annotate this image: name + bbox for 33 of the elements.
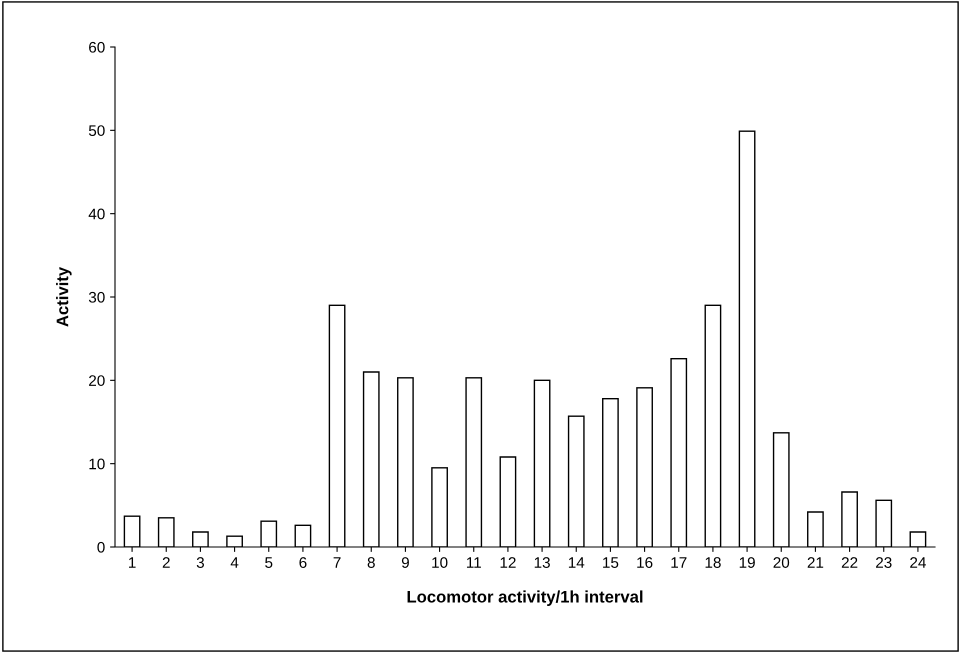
x-tick-label: 22 bbox=[842, 557, 858, 568]
x-tick-label: 6 bbox=[299, 557, 306, 568]
x-tick-label: 19 bbox=[740, 557, 755, 568]
x-tick-label: 14 bbox=[568, 557, 584, 568]
x-tick-label: 23 bbox=[876, 557, 892, 568]
x-tick-label: 3 bbox=[196, 557, 204, 568]
x-tick-label: 7 bbox=[334, 557, 341, 568]
x-tick-label: 4 bbox=[230, 557, 238, 568]
x-tick-label: 9 bbox=[402, 557, 409, 568]
x-tick-label: 20 bbox=[774, 557, 790, 568]
y-tick-label: 10 bbox=[89, 458, 105, 470]
x-tick-label: 10 bbox=[432, 557, 448, 568]
x-tick-label: 17 bbox=[671, 557, 686, 568]
x-tick-label: 8 bbox=[368, 557, 375, 568]
x-tick-label: 18 bbox=[706, 557, 721, 568]
x-tick-label: 2 bbox=[162, 557, 170, 568]
x-tick-label: 16 bbox=[637, 557, 652, 568]
x-tick-label: 15 bbox=[603, 557, 618, 568]
x-tick-label: 24 bbox=[910, 557, 926, 568]
x-tick-label: 5 bbox=[265, 557, 272, 568]
y-tick-label: 60 bbox=[89, 42, 105, 53]
x-tick-label: 21 bbox=[808, 557, 824, 568]
x-tick-label: 12 bbox=[500, 557, 516, 568]
y-tick-label: 20 bbox=[89, 375, 105, 386]
x-tick-label: 11 bbox=[466, 557, 481, 568]
x-tick-label: 13 bbox=[534, 557, 550, 568]
y-tick-label: 0 bbox=[97, 542, 105, 553]
y-tick-label: 40 bbox=[88, 208, 105, 220]
y-axis-title: Activity bbox=[56, 266, 72, 327]
y-tick-label: 50 bbox=[88, 125, 105, 136]
x-tick-label: 1 bbox=[129, 557, 136, 568]
x-axis-title: Locomotor activity/1h interval bbox=[408, 590, 642, 606]
y-tick-label: 30 bbox=[88, 292, 105, 303]
